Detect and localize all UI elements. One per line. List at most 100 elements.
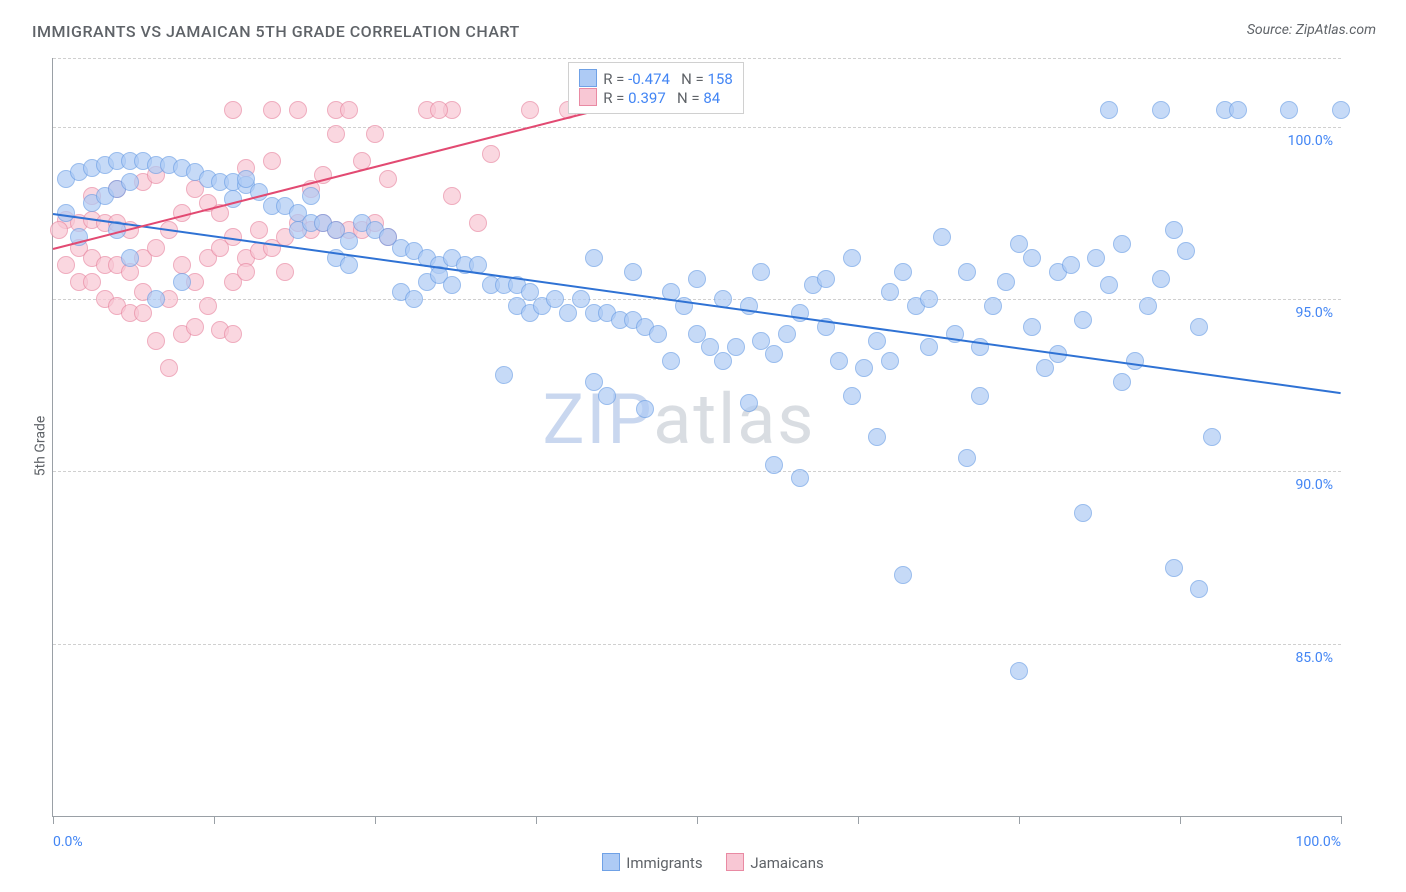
data-point (1113, 235, 1131, 253)
data-point (495, 366, 513, 384)
data-point (83, 273, 101, 291)
data-point (765, 345, 783, 363)
data-point (598, 387, 616, 405)
x-tick (697, 816, 698, 824)
x-tick (858, 816, 859, 824)
data-point (263, 101, 281, 119)
data-point (843, 249, 861, 267)
data-point (649, 325, 667, 343)
watermark: ZIPatlas (542, 379, 815, 461)
data-point (327, 125, 345, 143)
data-point (1177, 242, 1195, 260)
data-point (1100, 276, 1118, 294)
data-point (1010, 662, 1028, 680)
data-point (752, 263, 770, 281)
data-point (1074, 504, 1092, 522)
data-point (366, 125, 384, 143)
data-point (636, 400, 654, 418)
data-point (971, 387, 989, 405)
data-point (881, 283, 899, 301)
legend-row: R = -0.474 N = 158 (579, 69, 733, 88)
scatter-plot-area: 85.0%90.0%95.0%100.0%0.0%100.0%ZIPatlasR… (52, 58, 1341, 817)
data-point (173, 273, 191, 291)
data-point (688, 270, 706, 288)
x-tick (1019, 816, 1020, 824)
x-tick-label: 100.0% (1296, 834, 1341, 850)
legend-swatch-immigrants (602, 853, 620, 871)
gridline (53, 127, 1341, 128)
data-point (430, 101, 448, 119)
data-point (1062, 256, 1080, 274)
legend-r-value: 0.397 (628, 89, 666, 107)
data-point (740, 394, 758, 412)
chart-title: IMMIGRANTS VS JAMAICAN 5TH GRADE CORRELA… (32, 22, 520, 41)
data-point (276, 263, 294, 281)
legend-swatch-jamaicans (726, 853, 744, 871)
data-point (263, 152, 281, 170)
data-point (147, 290, 165, 308)
data-point (1023, 318, 1041, 336)
data-point (868, 332, 886, 350)
data-point (997, 273, 1015, 291)
data-point (958, 263, 976, 281)
y-axis-label: 5th Grade (32, 416, 48, 477)
data-point (469, 214, 487, 232)
x-tick (1180, 816, 1181, 824)
legend-row: R = 0.397 N = 84 (579, 88, 733, 107)
x-tick (536, 816, 537, 824)
data-point (443, 187, 461, 205)
gridline (53, 58, 1341, 59)
legend-swatch (579, 88, 597, 106)
source-name: ZipAtlas.com (1296, 22, 1376, 38)
data-point (920, 290, 938, 308)
y-tick-label: 95.0% (1295, 305, 1333, 321)
data-point (855, 359, 873, 377)
data-point (1074, 311, 1092, 329)
legend-r-value: -0.474 (628, 70, 670, 88)
data-point (727, 338, 745, 356)
data-point (1036, 359, 1054, 377)
data-point (1100, 101, 1118, 119)
legend-n-value: 84 (703, 89, 720, 107)
x-tick (214, 816, 215, 824)
data-point (830, 352, 848, 370)
data-point (50, 221, 68, 239)
data-point (559, 304, 577, 322)
data-point (1203, 428, 1221, 446)
data-point (1023, 249, 1041, 267)
data-point (199, 297, 217, 315)
data-point (521, 101, 539, 119)
data-point (224, 325, 242, 343)
data-point (289, 101, 307, 119)
data-point (173, 256, 191, 274)
data-point (147, 332, 165, 350)
data-point (1229, 101, 1247, 119)
y-tick-label: 100.0% (1288, 133, 1333, 149)
data-point (1087, 249, 1105, 267)
legend-swatch (579, 69, 597, 87)
data-point (1280, 101, 1298, 119)
gridline (53, 471, 1341, 472)
data-point (340, 256, 358, 274)
data-point (379, 170, 397, 188)
data-point (958, 449, 976, 467)
data-point (302, 187, 320, 205)
data-point (121, 173, 139, 191)
data-point (984, 297, 1002, 315)
data-point (843, 387, 861, 405)
data-point (147, 239, 165, 257)
data-point (662, 352, 680, 370)
gridline (53, 644, 1341, 645)
data-point (1152, 101, 1170, 119)
data-point (224, 101, 242, 119)
y-tick-label: 85.0% (1295, 650, 1333, 666)
legend-label-jamaicans: Jamaicans (750, 854, 823, 872)
data-point (1113, 373, 1131, 391)
data-point (405, 290, 423, 308)
data-point (443, 276, 461, 294)
data-point (894, 566, 912, 584)
data-point (1165, 221, 1183, 239)
x-tick-label: 0.0% (53, 834, 83, 850)
data-point (920, 338, 938, 356)
data-point (1139, 297, 1157, 315)
